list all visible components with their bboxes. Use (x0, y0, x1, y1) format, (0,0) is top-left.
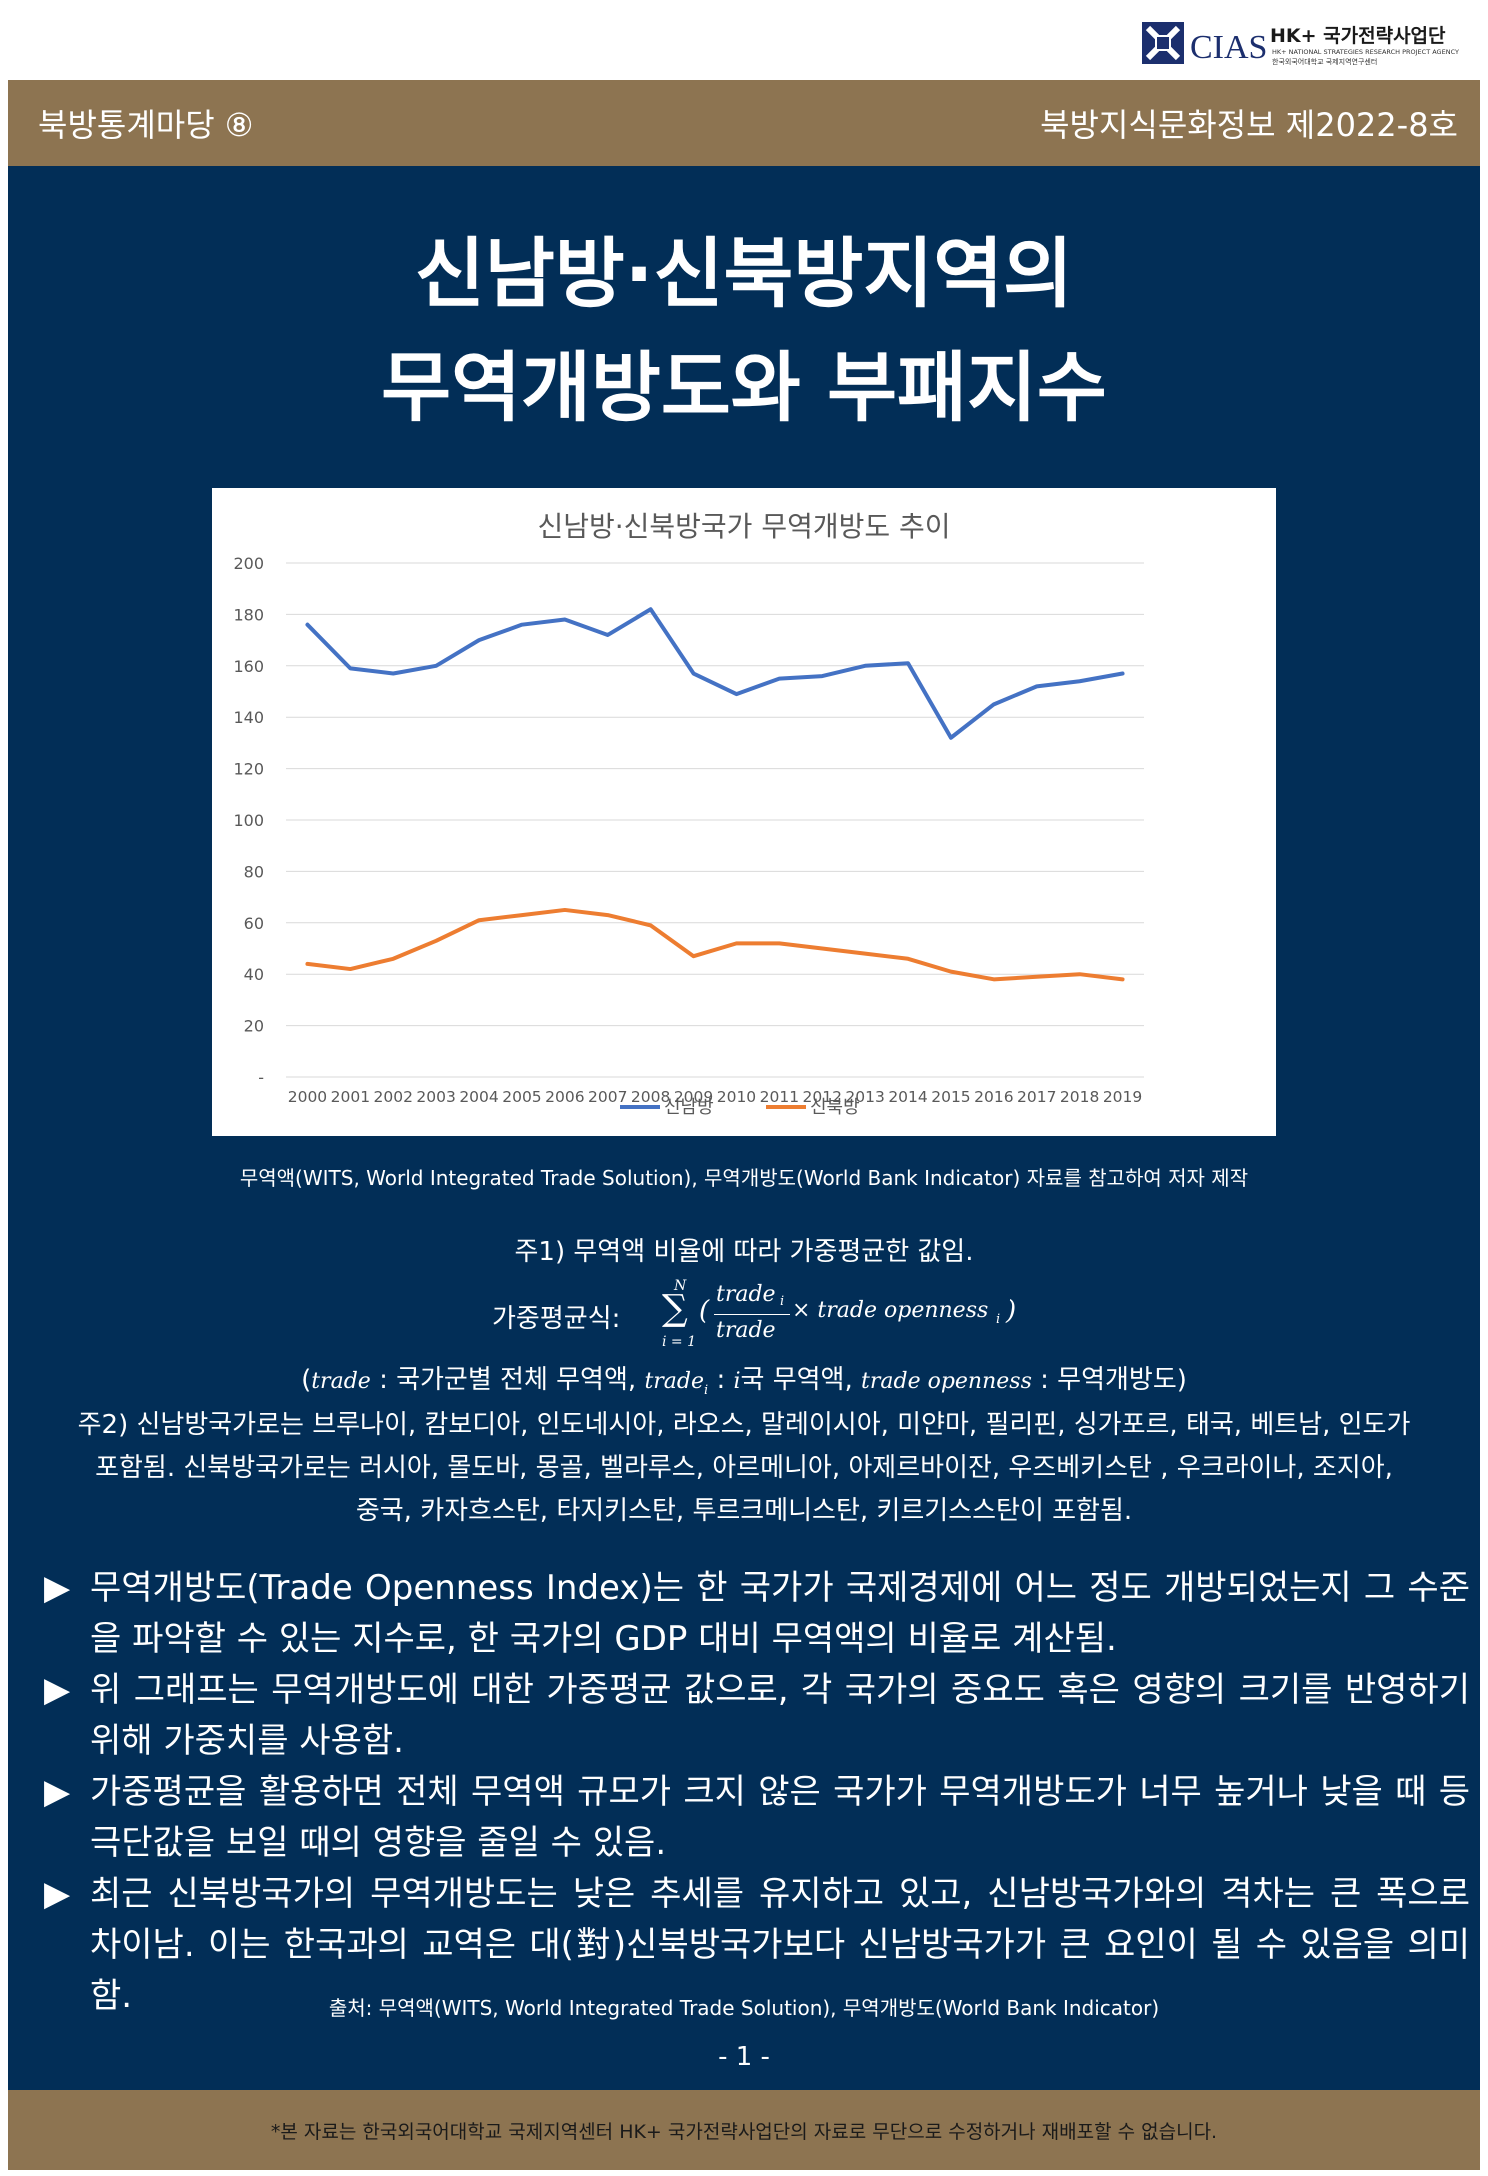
y-tick-label: 180 (233, 605, 264, 624)
footer-disclaimer: *본 자료는 한국외국어대학교 국제지역센터 HK+ 국가전략사업단의 자료로 … (270, 2120, 1218, 2143)
def-var-trade-openness: trade openness (861, 1369, 1032, 1394)
page-title-line-2: 무역개방도와 부패지수 (381, 343, 1107, 432)
triangle-bullet-icon: ▶ (44, 1772, 71, 1812)
note-2-line-2: 포함됨. 신북방국가로는 러시아, 몰도바, 몽골, 벨라루스, 아르메니아, … (95, 1453, 1393, 1483)
chart-container: 신남방·신북방국가 무역개방도 추이 - 20 40 60 80 100 120 140 160 1… (212, 488, 1276, 1136)
def-var-trade-i: trade (644, 1369, 705, 1394)
logo-org-sub-kr: 한국외국어대학교 국제지역연구센터 (1272, 57, 1377, 66)
def-var-trade-i-sub: i (704, 1383, 709, 1399)
x-tick-label: 2014 (888, 1088, 927, 1106)
formula-close-paren: ) (1006, 1296, 1017, 1326)
source-note: 출처: 무역액(WITS, World Integrated Trade Sol… (328, 1996, 1160, 2020)
x-tick-label: 2018 (1060, 1088, 1099, 1106)
issue-label: 북방지식문화정보 제2022-8호 (1040, 106, 1458, 144)
footer-bar: *본 자료는 한국외국어대학교 국제지역센터 HK+ 국가전략사업단의 자료로 … (8, 2090, 1480, 2170)
page-number: - 1 - (718, 2042, 770, 2072)
x-tick-label: 2019 (1103, 1088, 1142, 1106)
formula-label: 가중평균식: (492, 1304, 621, 1334)
x-tick-label: 2004 (459, 1088, 498, 1106)
y-tick-label: 140 (233, 708, 264, 727)
chart-caption: 무역액(WITS, World Integrated Trade Solutio… (239, 1166, 1249, 1190)
logo-org-sub-en: HK+ NATIONAL STRATEGIES RESEARCH PROJECT… (1272, 48, 1459, 56)
logo-org-name: HK+ 국가전략사업단 (1270, 25, 1446, 47)
x-tick-label: 2012 (803, 1088, 842, 1106)
formula-times-term: × trade openness (792, 1298, 989, 1323)
bullet-text: 가중평균을 활용하면 전체 무역액 규모가 크지 않은 국가가 무역개방도가 너… (90, 1772, 1470, 1863)
series-line (305, 607, 1125, 740)
note-definitions: (trade : 국가군별 전체 무역액, tradei : i국 무역액, t… (8, 1362, 1480, 1409)
x-tick-label: 2015 (931, 1088, 970, 1106)
note-2: 주2) 신남방국가로는 브루나이, 캄보디아, 인도네시아, 라오스, 말레이시… (20, 1404, 1468, 1533)
def-text-4: : 무역개방도) (1040, 1365, 1187, 1395)
x-tick-label: 2000 (288, 1088, 327, 1106)
fraction-numerator: trade (716, 1282, 776, 1307)
series-line (305, 907, 1125, 982)
cias-logo-icon: CIAS HK+ 국가전략사업단 HK+ NATIONAL STRATEGIES… (1142, 22, 1459, 66)
x-tick-label: 2005 (502, 1088, 541, 1106)
def-text-1: : 국가군별 전체 무역액, (379, 1365, 637, 1395)
y-tick-label: 20 (244, 1017, 264, 1036)
x-tick-label: 2001 (331, 1088, 370, 1106)
x-tick-label: 2006 (545, 1088, 584, 1106)
bullet-text: 최근 신북방국가의 무역개방도는 낮은 추세를 유지하고 있고, 신남방국가와의… (90, 1874, 1470, 2016)
fraction-denominator: trade (716, 1318, 776, 1343)
sum-upper-limit: N (674, 1278, 687, 1294)
bullet-text: 무역개방도(Trade Openness Index)는 한 국가가 국제경제에… (90, 1568, 1470, 1659)
note-2-line-3: 중국, 카자흐스탄, 타지키스탄, 투르크메니스탄, 키르기스스탄이 포함됨. (355, 1496, 1133, 1526)
bullet-item: ▶ 위 그래프는 무역개방도에 대한 가중평균 값으로, 각 국가의 중요도 혹은… (30, 1665, 1470, 1767)
bullet-text: 위 그래프는 무역개방도에 대한 가중평균 값으로, 각 국가의 중요도 혹은 … (90, 1670, 1470, 1761)
y-tick-label: 40 (244, 965, 264, 984)
content-panel: 신남방·신북방지역의 무역개방도와 부패지수 신남방·신북방국가 무역개방도 추… (8, 166, 1480, 2090)
line-chart: 신남방·신북방국가 무역개방도 추이 - 20 40 60 80 100 120 140 160 1… (233, 510, 1144, 1118)
legend-label: 신남방 (664, 1097, 714, 1118)
x-tick-label: 2007 (588, 1088, 627, 1106)
y-tick-label: 100 (233, 811, 264, 830)
note-2-line-1: 주2) 신남방국가로는 브루나이, 캄보디아, 인도네시아, 라오스, 말레이시… (77, 1410, 1411, 1440)
x-tick-label: 2002 (374, 1088, 413, 1106)
x-tick-label: 2008 (631, 1088, 670, 1106)
x-tick-label: 2009 (674, 1088, 713, 1106)
x-tick-label: 2003 (416, 1088, 455, 1106)
x-tick-label: 2011 (760, 1088, 799, 1106)
def-text-2: : (716, 1365, 726, 1395)
y-tick-label: 160 (233, 657, 264, 676)
y-tick-label: 200 (233, 554, 264, 573)
def-var-trade: trade (311, 1369, 371, 1394)
y-tick-label: 80 (244, 862, 264, 881)
legend-label: 신북방 (810, 1097, 860, 1118)
formula-times-sub: i (996, 1312, 1001, 1327)
chart-title: 신남방·신북방국가 무역개방도 추이 (537, 510, 950, 543)
x-tick-label: 2016 (974, 1088, 1013, 1106)
x-tick-label: 2013 (845, 1088, 884, 1106)
formula-open-paren: ( (699, 1296, 710, 1326)
logo: CIAS HK+ 국가전략사업단 HK+ NATIONAL STRATEGIES… (1142, 14, 1472, 72)
fraction-bar (714, 1314, 790, 1315)
def-text-3: 국 무역액, (740, 1365, 853, 1395)
triangle-bullet-icon: ▶ (44, 1568, 71, 1608)
fraction-numerator-sub: i (780, 1294, 785, 1309)
series-label: 북방통계마당 ⑧ (38, 106, 254, 144)
triangle-bullet-icon: ▶ (44, 1874, 71, 1914)
bullet-item: ▶ 최근 신북방국가의 무역개방도는 낮은 추세를 유지하고 있고, 신남방국가와… (30, 1869, 1470, 2022)
bullet-list: ▶ 무역개방도(Trade Openness Index)는 한 국가가 국제경제… (30, 1563, 1470, 2022)
x-tick-label: 2017 (1017, 1088, 1056, 1106)
y-tick-label: - (258, 1068, 264, 1087)
def-var-i: i (733, 1369, 741, 1394)
weighted-average-formula: 가중평균식: N ∑ i = 1 ( trade i trade × trade… (492, 1278, 1052, 1356)
logo-mark: CIAS (1190, 29, 1267, 66)
def-open-paren: ( (301, 1365, 312, 1395)
y-tick-label: 60 (244, 914, 264, 933)
triangle-bullet-icon: ▶ (44, 1670, 71, 1710)
x-tick-label: 2010 (717, 1088, 756, 1106)
sum-lower-limit: i = 1 (662, 1334, 697, 1350)
bullet-item: ▶ 가중평균을 활용하면 전체 무역액 규모가 크지 않은 국가가 무역개방도가 … (30, 1767, 1470, 1869)
page-title-line-1: 신남방·신북방지역의 (414, 229, 1074, 318)
y-tick-label: 120 (233, 760, 264, 779)
sigma-icon: ∑ (662, 1288, 688, 1329)
header-bar: 북방통계마당 ⑧ 북방지식문화정보 제2022-8호 (8, 80, 1480, 166)
note-1: 주1) 무역액 비율에 따라 가중평균한 값임. (514, 1237, 974, 1267)
bullet-item: ▶ 무역개방도(Trade Openness Index)는 한 국가가 국제경제… (30, 1563, 1470, 1665)
